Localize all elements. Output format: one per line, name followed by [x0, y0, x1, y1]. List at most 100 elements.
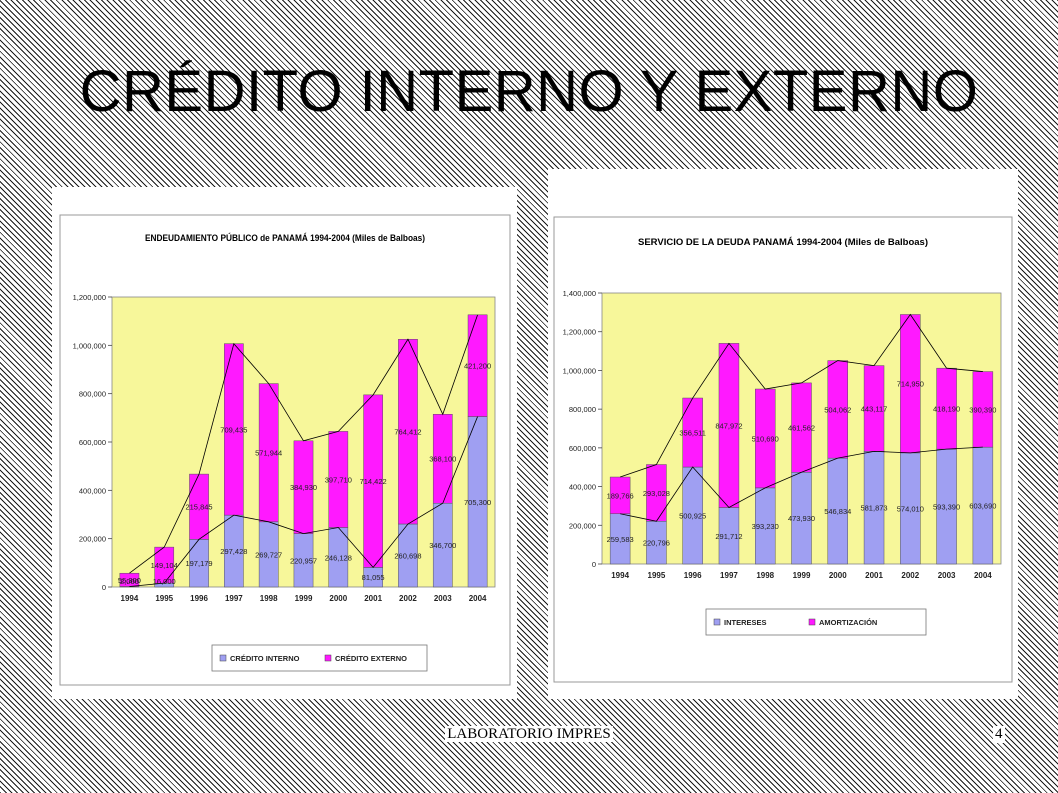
legend-label: CRÉDITO EXTERNO	[335, 654, 407, 663]
chart-panel-endeudamiento: ENDEUDAMIENTO PÚBLICO de PANAMÁ 1994-200…	[52, 187, 517, 699]
y-tick-label: 400,000	[79, 486, 106, 495]
series1-line	[620, 446, 983, 522]
data-label-series1: 500,925	[679, 512, 706, 521]
legend-box	[705, 608, 927, 636]
x-tick-label: 2002	[399, 594, 417, 603]
y-tick-label: 800,000	[79, 390, 106, 399]
data-label-series1: 197,179	[185, 559, 212, 568]
data-label-series1: 220,796	[643, 539, 670, 548]
data-label-series2: 714,422	[360, 477, 387, 486]
legend-swatch	[219, 654, 227, 662]
chart-servicio-deuda: SERVICIO DE LA DEUDA PANAMÁ 1994-2004 (M…	[553, 216, 1013, 683]
data-label-series1: 220,957	[290, 556, 317, 565]
data-label-series2: 504,062	[824, 405, 851, 414]
series2-line	[620, 313, 983, 478]
series1-line	[129, 416, 478, 587]
data-label-series1: 546,834	[824, 507, 851, 516]
footer: LABORATORIO IMPRES	[0, 726, 1058, 743]
data-label-series2: 847,972	[715, 421, 742, 430]
x-tick-label: 2001	[364, 594, 382, 603]
data-label-series2: 397,710	[325, 475, 352, 484]
y-tick-label: 800,000	[569, 405, 596, 414]
data-label-series2: 461,562	[788, 424, 815, 433]
data-label-series2: 189,766	[607, 491, 634, 500]
y-tick-label: 0	[102, 583, 106, 592]
x-tick-label: 1994	[611, 571, 629, 580]
data-label-series1: 291,712	[715, 532, 742, 541]
y-tick-label: 0	[592, 560, 596, 569]
x-tick-label: 2000	[329, 594, 347, 603]
chart-title: SERVICIO DE LA DEUDA PANAMÁ 1994-2004 (M…	[638, 237, 928, 247]
y-tick-label: 1,200,000	[563, 328, 596, 337]
chart-panel-servicio-deuda: SERVICIO DE LA DEUDA PANAMÁ 1994-2004 (M…	[548, 169, 1018, 699]
series2-line	[129, 314, 478, 574]
y-tick-label: 200,000	[79, 535, 106, 544]
data-label-series2: 215,845	[185, 503, 212, 512]
x-tick-label: 1998	[756, 571, 774, 580]
x-tick-label: 1995	[155, 594, 173, 603]
data-label-series2: 149,104	[151, 561, 178, 570]
data-label-series1: 269,727	[255, 550, 282, 559]
data-label-series2: 709,435	[220, 425, 247, 434]
data-label-series1: 16,000	[153, 577, 176, 586]
legend-swatch	[713, 618, 721, 626]
y-tick-label: 400,000	[569, 483, 596, 492]
data-label-series2: 714,950	[897, 380, 924, 389]
x-tick-label: 2004	[974, 571, 992, 580]
data-label-series2: 368,100	[429, 455, 456, 464]
x-tick-label: 1996	[684, 571, 702, 580]
x-tick-label: 2003	[938, 571, 956, 580]
data-label-series1: 259,583	[607, 535, 634, 544]
data-label-series2: 571,944	[255, 449, 282, 458]
data-label-series1: 574,010	[897, 504, 924, 513]
data-label-series1: 260,698	[394, 551, 421, 560]
y-tick-label: 1,400,000	[563, 289, 596, 298]
bar-series2	[609, 476, 631, 515]
x-tick-label: 1995	[648, 571, 666, 580]
data-label-series2: 443,117	[861, 404, 888, 413]
legend-label: AMORTIZACIÓN	[819, 618, 877, 627]
y-tick-label: 600,000	[569, 444, 596, 453]
data-label-series2: 764,412	[394, 428, 421, 437]
data-label-series2: 510,690	[752, 434, 779, 443]
chart-title: ENDEUDAMIENTO PÚBLICO de PANAMÁ 1994-200…	[145, 232, 425, 243]
x-tick-label: 1997	[720, 571, 738, 580]
data-label-series1: 393,230	[752, 522, 779, 531]
x-tick-label: 1999	[793, 571, 811, 580]
legend-swatch	[324, 654, 332, 662]
x-tick-label: 2004	[469, 594, 487, 603]
data-label-series2: 421,200	[464, 362, 491, 371]
data-label-series2: 390,390	[969, 405, 996, 414]
data-label-series2: 384,930	[290, 483, 317, 492]
data-label-series1: 346,700	[429, 541, 456, 550]
x-tick-label: 2000	[829, 571, 847, 580]
x-tick-label: 1996	[190, 594, 208, 603]
footer-text: LABORATORIO IMPRES	[445, 726, 613, 742]
legend-label: CRÉDITO INTERNO	[230, 654, 300, 663]
slide-title-text: CRÉDITO INTERNO Y EXTERNO	[79, 59, 979, 124]
legend-swatch	[808, 618, 816, 626]
data-label-series1: 473,930	[788, 514, 815, 523]
data-label-series2: 55,300	[118, 576, 141, 585]
chart-endeudamiento: ENDEUDAMIENTO PÚBLICO de PANAMÁ 1994-200…	[59, 214, 511, 686]
x-tick-label: 1998	[260, 594, 278, 603]
data-label-series2: 356,511	[679, 429, 706, 438]
y-tick-label: 1,000,000	[73, 341, 106, 350]
data-label-series2: 293,028	[643, 489, 670, 498]
y-tick-label: 1,200,000	[73, 293, 106, 302]
y-tick-label: 600,000	[79, 438, 106, 447]
x-tick-label: 1997	[225, 594, 243, 603]
legend-box	[211, 644, 428, 672]
data-label-series2: 418,190	[933, 405, 960, 414]
y-tick-label: 1,000,000	[563, 366, 596, 375]
x-tick-label: 2003	[434, 594, 452, 603]
page-number: 4	[993, 726, 1005, 743]
y-tick-label: 200,000	[569, 521, 596, 530]
data-label-series1: 81,055	[362, 573, 385, 582]
x-tick-label: 1994	[121, 594, 139, 603]
x-tick-label: 1999	[295, 594, 313, 603]
x-tick-label: 2002	[901, 571, 919, 580]
data-label-series1: 2,000	[120, 577, 139, 586]
legend-label: INTERESES	[724, 618, 767, 627]
data-label-series1: 603,690	[969, 502, 996, 511]
